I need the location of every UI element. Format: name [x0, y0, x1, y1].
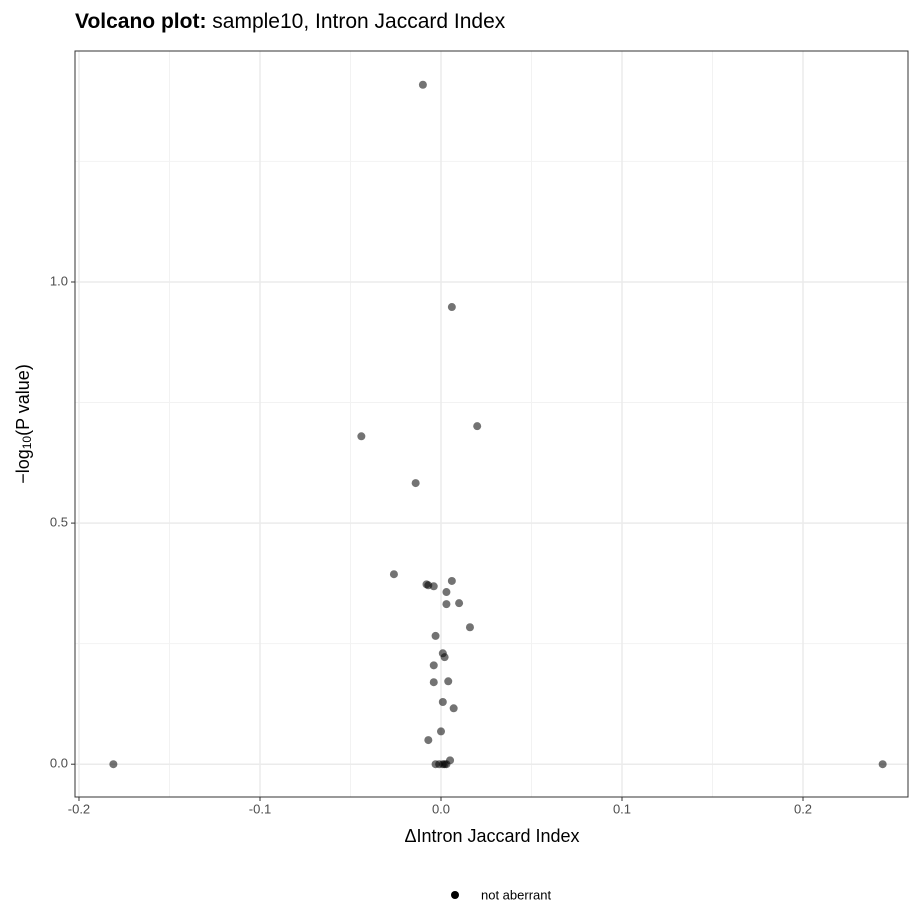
x-tick-label: -0.2	[68, 801, 90, 816]
point	[389, 570, 398, 579]
title-lead: Volcano plot:	[75, 10, 206, 33]
point	[455, 599, 464, 608]
point	[431, 631, 440, 640]
point	[447, 576, 456, 585]
y-tick-label: 0.5	[50, 515, 68, 530]
point	[442, 600, 451, 609]
point	[447, 303, 456, 312]
point	[436, 727, 445, 736]
x-tick-label: 0.1	[613, 801, 631, 816]
point	[411, 479, 420, 488]
plot-border	[74, 50, 909, 798]
point	[109, 760, 118, 769]
legend-label: not aberrant	[481, 887, 551, 902]
y-tick-label: 1.0	[50, 273, 68, 288]
point	[418, 80, 427, 89]
x-tick-label: -0.1	[249, 801, 271, 816]
x-tick-label: 0.0	[432, 801, 450, 816]
chart-title: Volcano plot: sample10, Intron Jaccard I…	[75, 10, 506, 33]
x-axis-label: ΔIntron Jaccard Index	[404, 826, 579, 846]
x-tick-label: 0.2	[794, 801, 812, 816]
point	[429, 678, 438, 687]
point	[473, 422, 482, 431]
y-label-tail: (P value)	[13, 364, 33, 436]
y-label-sub: 10	[20, 436, 34, 450]
title-text: sample10, Intron Jaccard Index	[212, 10, 505, 33]
point	[440, 653, 449, 662]
y-tick-label: 0.0	[50, 756, 68, 771]
point	[429, 661, 438, 670]
point	[465, 623, 474, 632]
point	[878, 760, 887, 769]
y-axis-label: −log10(P value)	[13, 364, 34, 484]
point	[442, 760, 451, 769]
legend-marker	[451, 891, 459, 899]
y-label-main: −log	[13, 449, 33, 484]
point	[357, 432, 366, 441]
point	[424, 736, 433, 745]
point	[429, 582, 438, 591]
point	[444, 677, 453, 686]
point	[442, 588, 451, 597]
point	[449, 704, 458, 713]
point	[438, 698, 447, 707]
